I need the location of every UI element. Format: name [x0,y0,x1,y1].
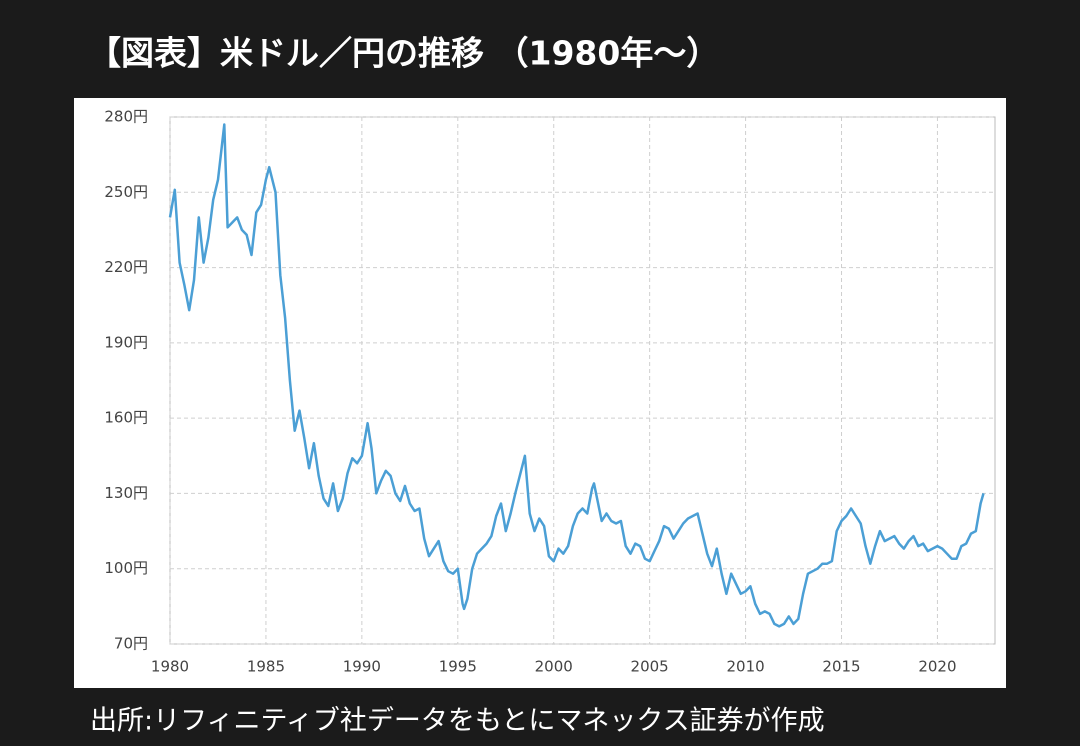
x-tick-label: 2010 [726,658,764,676]
plot-frame [169,116,996,645]
chart-title: 【図表】米ドル／円の推移 （1980年〜） [88,34,719,73]
y-tick-label: 250円 [104,183,148,201]
y-tick-label: 70円 [114,635,148,653]
y-tick-label: 100円 [104,559,148,577]
y-tick-label: 280円 [104,108,148,126]
y-tick-label: 190円 [104,333,148,351]
x-tick-label: 1990 [343,658,381,676]
data-line [168,123,985,628]
x-tick-label: 1985 [247,658,285,676]
x-tick-label: 2005 [631,658,669,676]
x-tick-label: 2000 [535,658,573,676]
y-tick-label: 220円 [104,258,148,276]
chart-panel [74,98,1006,688]
y-tick-label: 160円 [104,409,148,427]
x-tick-label: 2020 [918,658,956,676]
y-tick-label: 130円 [104,484,148,502]
source-note: 出所:リフィニティブ社データをもとにマネックス証券が作成 [90,706,825,737]
x-tick-label: 2015 [822,658,860,676]
x-tick-label: 1980 [151,658,189,676]
x-tick-label: 1995 [439,658,477,676]
